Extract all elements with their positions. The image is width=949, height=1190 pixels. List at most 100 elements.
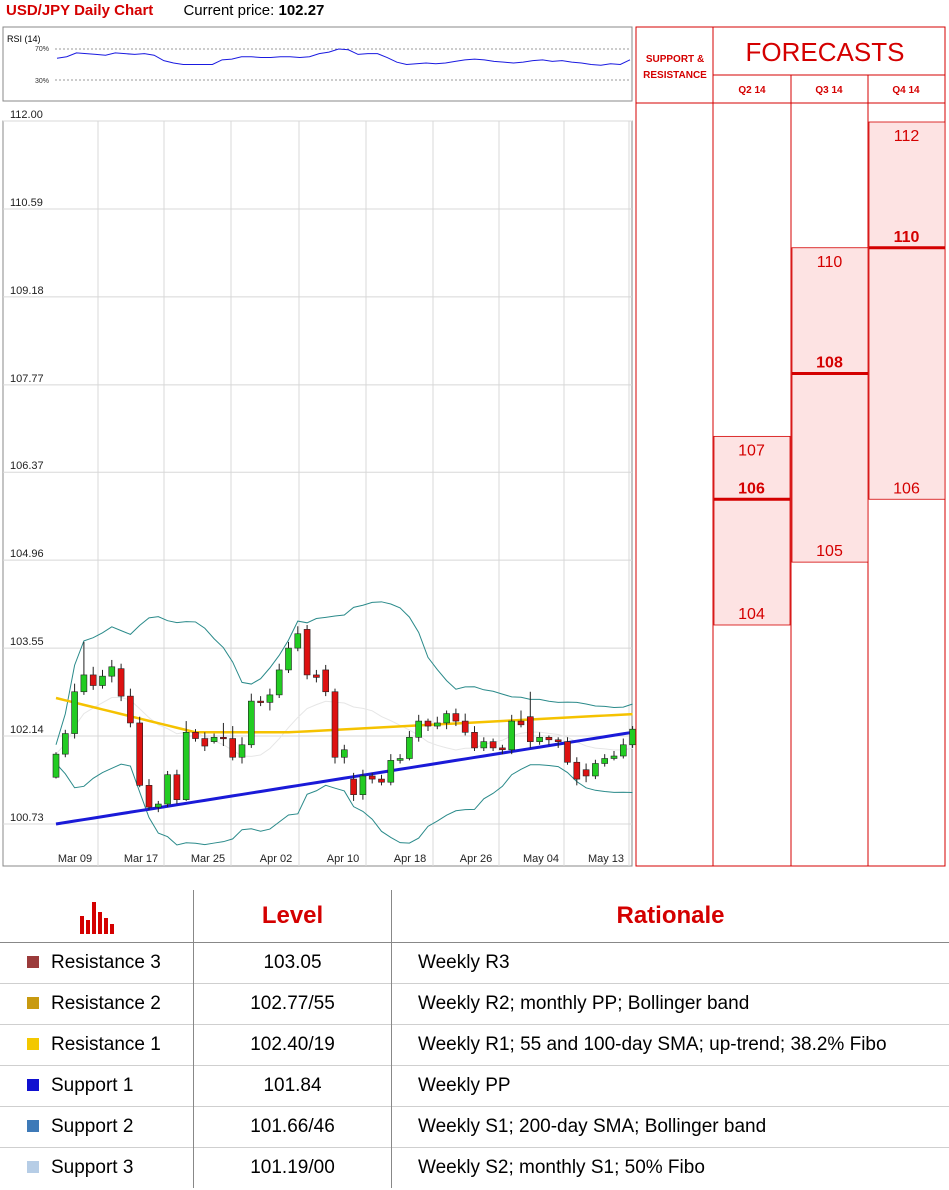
forecast-col-q4: Q4 14 xyxy=(892,85,920,96)
candle xyxy=(368,772,376,784)
y-tick-label: 112.00 xyxy=(10,109,43,121)
candle-body xyxy=(471,732,478,749)
candle-body xyxy=(629,728,636,746)
candle-body xyxy=(433,722,441,727)
forecast-mid-label: 108 xyxy=(816,355,843,372)
row-level: 101.84 xyxy=(193,1065,392,1107)
candle xyxy=(592,759,599,780)
candle xyxy=(415,714,423,742)
candle xyxy=(461,713,469,736)
candle xyxy=(452,708,460,727)
candle xyxy=(517,710,525,728)
candle xyxy=(489,738,497,752)
rsi-panel xyxy=(2,26,633,102)
candle xyxy=(480,737,488,752)
row-level: 101.19/00 xyxy=(193,1147,392,1188)
candle-body xyxy=(275,669,283,696)
forecast-range-q2-14: 107 106 104 xyxy=(713,435,791,626)
candle-body xyxy=(461,720,469,733)
row-name-cell: Resistance 2 xyxy=(0,983,194,1025)
candle xyxy=(433,716,441,730)
candle xyxy=(396,754,404,764)
candle xyxy=(499,744,506,755)
candle xyxy=(257,696,264,707)
forecast-range-q3-14: 110 108 105 xyxy=(791,247,869,563)
candle-body xyxy=(248,700,255,746)
chart-title: USD/JPY Daily Chart xyxy=(6,2,154,19)
level-color-swatch xyxy=(27,1037,39,1050)
row-name-cell: Resistance 3 xyxy=(0,942,194,984)
candle xyxy=(331,688,339,764)
forecast-low-label: 106 xyxy=(893,480,920,497)
candle-body xyxy=(601,758,609,764)
forecast-panel: FORECASTS SUPPORT & RESISTANCE Q2 14 Q3 … xyxy=(635,26,946,867)
candle-body xyxy=(489,741,497,749)
forecast-range-q4-14: 112 110 106 xyxy=(868,121,946,500)
candle xyxy=(210,733,218,744)
candle-body xyxy=(127,695,134,724)
row-name: Resistance 1 xyxy=(51,1034,161,1055)
candle-body xyxy=(340,749,348,758)
candle-body xyxy=(322,669,330,693)
candle xyxy=(248,693,255,748)
candle-body xyxy=(136,722,143,786)
candle-body xyxy=(155,803,162,808)
candle xyxy=(127,688,134,728)
x-tick-label: Mar 25 xyxy=(191,853,225,865)
candle xyxy=(192,729,199,742)
table-row: Support 2 101.66/46 Weekly S1; 200-day SMA… xyxy=(0,1106,949,1148)
candle-body xyxy=(610,755,618,759)
y-tick-label: 107.77 xyxy=(10,373,44,385)
bollinger-upper-line xyxy=(55,601,633,745)
candle xyxy=(508,714,516,755)
forecast-col-q2: Q2 14 xyxy=(738,85,766,96)
candle xyxy=(582,763,590,783)
sma-200-line xyxy=(55,730,633,826)
row-name: Resistance 2 xyxy=(51,993,161,1014)
forecast-mid-label: 110 xyxy=(894,229,920,246)
candle-body xyxy=(294,633,302,649)
row-level: 101.66/46 xyxy=(193,1106,392,1148)
candle xyxy=(322,664,330,697)
candle-body xyxy=(331,691,339,758)
x-tick-label: Apr 10 xyxy=(327,853,359,865)
candle xyxy=(303,625,311,680)
current-price-label: Current price: xyxy=(183,2,275,19)
candle xyxy=(536,732,543,745)
candle-body xyxy=(592,763,599,777)
x-tick-label: Mar 09 xyxy=(58,853,92,865)
row-rationale: Weekly R1; 55 and 100-day SMA; up-trend;… xyxy=(391,1024,949,1066)
forecast-title: FORECASTS xyxy=(746,37,905,67)
row-name: Support 1 xyxy=(51,1075,134,1096)
sr-header-line1: SUPPORT & xyxy=(646,54,704,65)
candle-body xyxy=(313,674,320,678)
forecast-high-label: 110 xyxy=(817,254,843,271)
candle xyxy=(61,729,69,758)
forecast-low-label: 104 xyxy=(738,606,765,623)
candle xyxy=(285,641,292,674)
level-color-swatch xyxy=(27,1160,39,1173)
candle xyxy=(554,737,562,748)
y-tick-label: 100.73 xyxy=(10,812,44,824)
candle xyxy=(619,738,627,759)
candle xyxy=(220,722,227,747)
candle xyxy=(294,626,302,652)
row-name: Support 3 xyxy=(51,1157,134,1178)
sma-55-line xyxy=(55,696,633,734)
row-rationale: Weekly R2; monthly PP; Bollinger band xyxy=(391,983,949,1025)
forecast-low-label: 105 xyxy=(816,543,843,560)
candle xyxy=(601,754,609,767)
sr-header-line2: RESISTANCE xyxy=(643,70,707,81)
candle-body xyxy=(173,774,181,800)
candle-body xyxy=(182,732,190,800)
row-level: 102.77/55 xyxy=(193,983,392,1025)
row-rationale: Weekly S2; monthly S1; 50% Fibo xyxy=(391,1147,949,1188)
forecast-high-label: 112 xyxy=(894,128,920,145)
candle-body xyxy=(517,720,525,726)
candle-body xyxy=(480,741,488,749)
candle xyxy=(71,683,78,739)
forecast-high-label: 107 xyxy=(738,442,765,459)
forecast-mid-label: 106 xyxy=(738,480,765,497)
candle-body xyxy=(80,674,88,693)
candle xyxy=(136,716,143,788)
